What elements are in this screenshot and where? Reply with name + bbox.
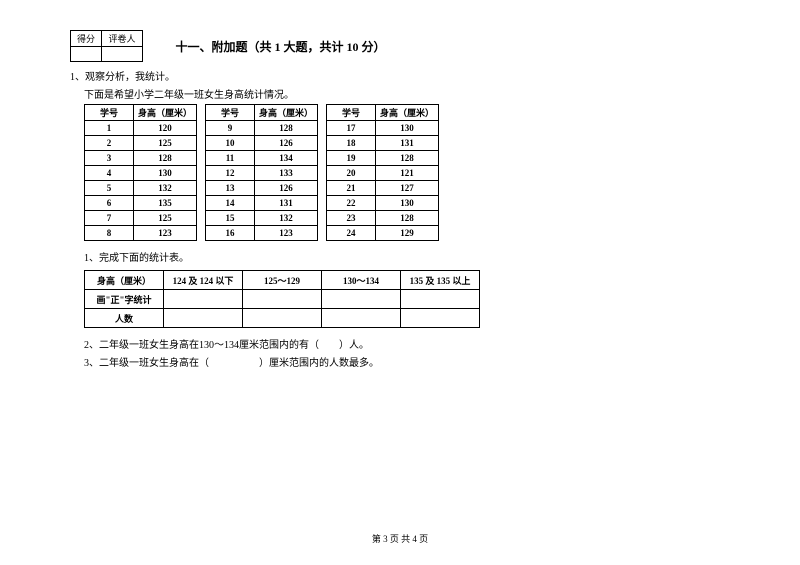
question-1-desc: 下面是希望小学二年级一班女生身高统计情况。 xyxy=(84,86,730,101)
cell: 13 xyxy=(206,181,255,196)
cell: 126 xyxy=(255,181,318,196)
tally-blank xyxy=(322,309,401,328)
cell: 120 xyxy=(134,121,197,136)
cell: 123 xyxy=(255,226,318,241)
cell: 4 xyxy=(85,166,134,181)
cell: 6 xyxy=(85,196,134,211)
th-id: 学号 xyxy=(327,105,376,121)
cell: 130 xyxy=(376,196,439,211)
tally-r3: 人数 xyxy=(85,309,164,328)
cell: 125 xyxy=(134,211,197,226)
cell: 128 xyxy=(255,121,318,136)
cell: 131 xyxy=(376,136,439,151)
cell: 5 xyxy=(85,181,134,196)
th-height: 身高（厘米） xyxy=(255,105,318,121)
score-box: 得分 评卷人 xyxy=(70,30,143,62)
cell: 24 xyxy=(327,226,376,241)
question-1: 1、观察分析，我统计。 xyxy=(70,68,730,83)
cell: 129 xyxy=(376,226,439,241)
tally-blank xyxy=(401,290,480,309)
tally-r2: 画"正"字统计 xyxy=(85,290,164,309)
cell: 23 xyxy=(327,211,376,226)
tally-blank xyxy=(243,309,322,328)
cell: 7 xyxy=(85,211,134,226)
cell: 131 xyxy=(255,196,318,211)
tally-c2: 125～129 xyxy=(243,271,322,290)
th-id: 学号 xyxy=(85,105,134,121)
cell: 126 xyxy=(255,136,318,151)
tally-blank xyxy=(401,309,480,328)
cell: 121 xyxy=(376,166,439,181)
cell: 11 xyxy=(206,151,255,166)
cell: 20 xyxy=(327,166,376,181)
th-height: 身高（厘米） xyxy=(376,105,439,121)
tally-r1: 身高（厘米） xyxy=(85,271,164,290)
cell: 14 xyxy=(206,196,255,211)
cell: 19 xyxy=(327,151,376,166)
cell: 16 xyxy=(206,226,255,241)
score-label: 得分 xyxy=(71,31,102,47)
cell: 132 xyxy=(134,181,197,196)
sub-question-1: 1、完成下面的统计表。 xyxy=(84,249,730,264)
cell: 128 xyxy=(376,211,439,226)
grader-label: 评卷人 xyxy=(102,31,143,47)
th-id: 学号 xyxy=(206,105,255,121)
cell: 128 xyxy=(134,151,197,166)
cell: 15 xyxy=(206,211,255,226)
height-data-table: 学号 身高（厘米） 学号 身高（厘米） 学号 身高（厘米） 1120912817… xyxy=(84,104,439,241)
tally-c1: 124 及 124 以下 xyxy=(164,271,243,290)
cell: 3 xyxy=(85,151,134,166)
cell: 22 xyxy=(327,196,376,211)
cell: 132 xyxy=(255,211,318,226)
cell: 130 xyxy=(134,166,197,181)
cell: 2 xyxy=(85,136,134,151)
tally-table: 身高（厘米） 124 及 124 以下 125～129 130～134 135 … xyxy=(84,270,480,328)
cell: 21 xyxy=(327,181,376,196)
cell: 17 xyxy=(327,121,376,136)
tally-blank xyxy=(243,290,322,309)
cell: 123 xyxy=(134,226,197,241)
cell: 10 xyxy=(206,136,255,151)
grader-cell xyxy=(102,47,143,62)
cell: 9 xyxy=(206,121,255,136)
tally-blank xyxy=(164,309,243,328)
tally-blank xyxy=(164,290,243,309)
cell: 125 xyxy=(134,136,197,151)
cell: 1 xyxy=(85,121,134,136)
page-footer: 第 3 页 共 4 页 xyxy=(0,532,800,545)
cell: 18 xyxy=(327,136,376,151)
tally-c4: 135 及 135 以上 xyxy=(401,271,480,290)
cell: 12 xyxy=(206,166,255,181)
th-height: 身高（厘米） xyxy=(134,105,197,121)
cell: 8 xyxy=(85,226,134,241)
sub-question-2: 2、二年级一班女生身高在130～134厘米范围内的有（ ）人。 xyxy=(84,336,730,351)
cell: 135 xyxy=(134,196,197,211)
score-cell xyxy=(71,47,102,62)
cell: 130 xyxy=(376,121,439,136)
cell: 128 xyxy=(376,151,439,166)
cell: 133 xyxy=(255,166,318,181)
sub-question-3: 3、二年级一班女生身高在（ ）厘米范围内的人数最多。 xyxy=(84,354,730,369)
cell: 134 xyxy=(255,151,318,166)
section-title: 十一、附加题（共 1 大题，共计 10 分） xyxy=(176,38,386,55)
tally-c3: 130～134 xyxy=(322,271,401,290)
tally-blank xyxy=(322,290,401,309)
cell: 127 xyxy=(376,181,439,196)
